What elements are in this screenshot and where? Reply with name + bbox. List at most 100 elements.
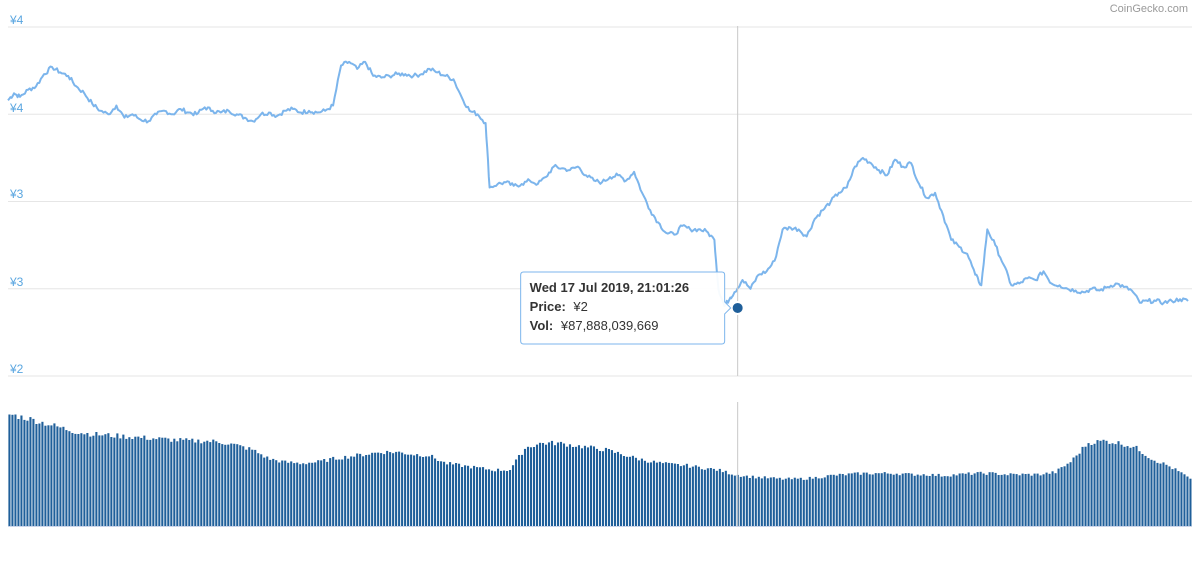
volume-bar xyxy=(83,434,86,526)
volume-bar xyxy=(586,447,590,526)
volume-bar xyxy=(1165,464,1168,526)
volume-bar xyxy=(769,477,772,526)
volume-bar xyxy=(592,446,596,526)
volume-bar xyxy=(194,442,197,526)
volume-bar xyxy=(38,423,41,526)
volume-bar xyxy=(200,443,203,526)
volume-bar xyxy=(452,464,455,526)
volume-bar xyxy=(248,447,251,526)
volume-bar xyxy=(739,476,742,526)
volume-bar xyxy=(751,475,754,526)
volume-bar xyxy=(332,456,335,526)
y-tick-label: ¥3 xyxy=(9,187,24,201)
volume-bar xyxy=(32,418,35,526)
volume-bar xyxy=(359,453,362,526)
volume-bar xyxy=(260,454,263,526)
credit-label[interactable]: CoinGecko.com xyxy=(1110,3,1188,15)
volume-bar xyxy=(721,472,724,526)
price-line[interactable] xyxy=(7,60,1189,308)
volume-bar xyxy=(622,456,625,526)
volume-bar xyxy=(652,460,655,526)
volume-bar xyxy=(898,475,901,526)
volume-bar xyxy=(625,456,628,526)
volume-bar xyxy=(1171,469,1174,526)
volume-bar xyxy=(718,468,721,526)
volume-bar xyxy=(125,438,128,526)
volume-bar xyxy=(757,476,760,526)
volume-bar xyxy=(829,474,832,526)
volume-bar xyxy=(209,442,212,526)
volume-bar xyxy=(964,473,967,526)
volume-bar xyxy=(1027,473,1030,526)
volume-bar xyxy=(53,423,56,526)
volume-bar xyxy=(961,473,964,526)
volume-bar xyxy=(619,454,622,526)
volume-bar xyxy=(1081,446,1084,526)
tooltip-date: Wed 17 Jul 2019, 21:01:26 xyxy=(530,280,689,295)
volume-bar xyxy=(8,414,11,526)
volume-bar xyxy=(299,464,302,526)
volume-bar xyxy=(790,479,793,526)
volume-bar xyxy=(802,479,805,526)
volume-bar xyxy=(877,473,880,526)
volume-bar xyxy=(805,479,808,526)
volume-bar xyxy=(1021,473,1024,526)
volume-bar xyxy=(1060,467,1063,526)
volume-bar xyxy=(853,472,856,526)
volume-bar xyxy=(29,417,32,526)
volume-bar xyxy=(470,468,473,526)
volume-bar xyxy=(607,449,610,526)
volume-bar xyxy=(404,454,407,526)
volume-bar xyxy=(20,415,23,526)
volume-bar xyxy=(458,463,461,526)
volume-bar xyxy=(907,473,910,526)
volume-bar xyxy=(1126,446,1129,526)
volume-bar xyxy=(137,436,140,526)
volume-bar xyxy=(913,475,916,526)
volume-bar xyxy=(1087,443,1090,526)
volume-bar xyxy=(374,452,377,526)
volume-bar xyxy=(688,467,691,526)
tooltip-price: Price: ¥2 xyxy=(530,299,588,314)
volume-bar xyxy=(272,458,275,526)
volume-bar xyxy=(1189,478,1192,526)
volume-bar xyxy=(1174,468,1177,526)
volume-bar xyxy=(658,461,661,526)
volume-bar xyxy=(874,473,877,526)
hover-point-marker[interactable] xyxy=(730,300,745,315)
y-tick-label: ¥2 xyxy=(9,362,24,376)
volume-bar xyxy=(958,473,961,526)
volume-bar xyxy=(694,465,697,526)
volume-bar xyxy=(389,452,392,526)
volume-bar xyxy=(227,444,230,526)
volume-bar xyxy=(485,469,488,526)
volume-bar xyxy=(419,456,422,526)
volume-bar xyxy=(1147,458,1150,526)
volume-bar xyxy=(80,433,83,526)
volume-bar xyxy=(98,435,101,526)
volume-bar xyxy=(152,438,155,526)
volume-bar xyxy=(179,438,182,526)
volume-bar xyxy=(706,468,709,526)
volume-bar xyxy=(197,439,200,526)
volume-bar xyxy=(413,455,416,526)
volume-bar xyxy=(170,441,173,526)
volume-bar xyxy=(467,465,470,526)
volume-bar xyxy=(703,469,706,526)
volume-bar xyxy=(550,440,554,526)
volume-bar xyxy=(77,434,80,526)
volume-bar xyxy=(44,425,47,526)
volume-bar xyxy=(1105,440,1108,526)
volume-bar xyxy=(583,445,587,526)
volume-bar xyxy=(68,431,71,526)
volume-bar xyxy=(344,455,347,526)
volume-bar xyxy=(146,439,149,526)
volume-bar xyxy=(47,425,50,526)
volume-bar xyxy=(155,439,158,526)
volume-bar xyxy=(242,446,245,526)
volume-bar xyxy=(23,419,26,526)
volume-bar xyxy=(616,451,619,526)
volume-bar xyxy=(580,448,584,526)
volume-bar xyxy=(1117,441,1120,526)
